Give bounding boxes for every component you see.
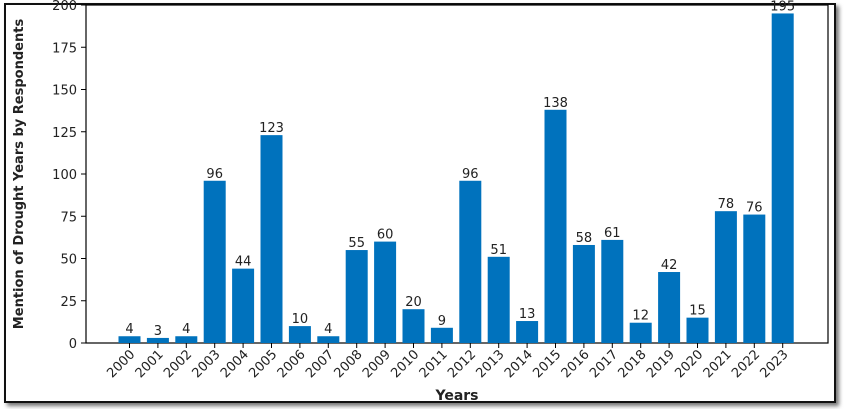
bar-2023 [771, 13, 794, 343]
data-label-2017: 61 [604, 226, 621, 241]
x-tick-label-2017: 2017 [587, 347, 621, 381]
y-tick-label: 175 [52, 41, 77, 56]
y-tick-label: 0 [69, 337, 77, 352]
bar-2003 [203, 180, 226, 343]
x-tick-label-2021: 2021 [701, 347, 735, 381]
y-tick-label: 100 [52, 168, 77, 183]
data-label-2009: 60 [377, 228, 394, 243]
data-label-2022: 76 [746, 201, 763, 216]
x-tick-label-2018: 2018 [616, 347, 650, 381]
data-label-2014: 13 [519, 307, 536, 322]
x-tick-label-2005: 2005 [246, 347, 280, 381]
y-axis-title: Mention of Drought Years by Respondents [12, 19, 27, 330]
x-tick-label-2022: 2022 [729, 347, 763, 381]
bar-2007 [317, 336, 340, 343]
data-label-2000: 4 [125, 322, 133, 337]
x-tick-label-2001: 2001 [133, 347, 167, 381]
bar-2010 [402, 309, 425, 343]
y-tick-label: 50 [60, 253, 77, 268]
x-tick-label-2020: 2020 [672, 347, 706, 381]
data-label-2018: 12 [632, 309, 649, 324]
x-axis-title: Years [434, 388, 478, 404]
x-tick-label-2009: 2009 [360, 347, 394, 381]
x-tick-label-2004: 2004 [218, 347, 252, 381]
x-tick-label-2011: 2011 [417, 347, 451, 381]
data-label-2012: 96 [462, 167, 479, 182]
x-tick-label-2008: 2008 [332, 347, 366, 381]
data-label-2015: 138 [543, 96, 568, 111]
bar-2016 [572, 244, 595, 343]
x-tick-label-2003: 2003 [190, 347, 224, 381]
bar-2020 [686, 317, 709, 343]
data-label-2002: 4 [182, 322, 190, 337]
bar-2005 [260, 135, 283, 343]
y-axis: 0 25 50 75 100 125 150 175 200 [52, 0, 86, 352]
y-tick-label: 200 [52, 0, 77, 14]
bar-2006 [288, 326, 311, 343]
data-label-2003: 96 [206, 167, 223, 182]
data-label-2023: 195 [770, 0, 795, 14]
x-axis: 2000200120022003200420052006200720082009… [104, 343, 792, 381]
y-tick-label: 25 [60, 295, 77, 310]
data-label-2008: 55 [348, 236, 365, 251]
x-tick-label-2006: 2006 [275, 347, 309, 381]
x-tick-label-2012: 2012 [445, 347, 479, 381]
data-label-2001: 3 [154, 324, 162, 339]
y-tick-label: 150 [52, 84, 77, 99]
data-label-2007: 4 [324, 322, 332, 337]
bar-2019 [658, 272, 681, 343]
bar-2012 [459, 180, 482, 343]
bars [118, 13, 794, 343]
data-label-2019: 42 [661, 258, 678, 273]
x-tick-label-2007: 2007 [303, 347, 337, 381]
bar-2014 [516, 321, 539, 343]
data-label-2010: 20 [405, 295, 422, 310]
bar-2011 [430, 327, 453, 343]
bar-2009 [374, 241, 397, 343]
data-label-2021: 78 [718, 197, 735, 212]
data-labels: 4 3 4 96 44 123 10 4 55 60 20 9 96 51 13 138 58 61 12 42 15 7… [125, 0, 795, 339]
x-tick-label-2019: 2019 [644, 347, 678, 381]
data-label-2013: 51 [490, 243, 507, 258]
x-tick-label-2010: 2010 [388, 347, 422, 381]
x-tick-label-2002: 2002 [161, 347, 195, 381]
data-label-2016: 58 [576, 231, 593, 246]
data-label-2005: 123 [259, 121, 284, 136]
data-label-2006: 10 [292, 312, 309, 327]
x-tick-label-2013: 2013 [474, 347, 508, 381]
y-tick-label: 125 [52, 126, 77, 141]
bar-2018 [629, 322, 652, 343]
bar-2000 [118, 336, 141, 343]
x-tick-label-2014: 2014 [502, 347, 536, 381]
x-tick-label-2016: 2016 [559, 347, 593, 381]
bar-2013 [487, 256, 510, 343]
data-label-2004: 44 [235, 255, 252, 270]
bar-2008 [345, 250, 368, 343]
x-tick-label-2015: 2015 [530, 347, 564, 381]
y-tick-label: 75 [60, 210, 77, 225]
bar-2002 [175, 336, 198, 343]
bar-2021 [714, 211, 737, 343]
bar-2022 [743, 214, 766, 343]
bar-2001 [146, 337, 169, 343]
bar-2004 [232, 268, 255, 343]
bar-2017 [601, 239, 624, 343]
data-label-2020: 15 [689, 304, 706, 319]
x-tick-label-2000: 2000 [104, 347, 138, 381]
x-tick-label-2023: 2023 [758, 347, 792, 381]
data-label-2011: 9 [438, 314, 446, 329]
bar-2015 [544, 109, 567, 343]
